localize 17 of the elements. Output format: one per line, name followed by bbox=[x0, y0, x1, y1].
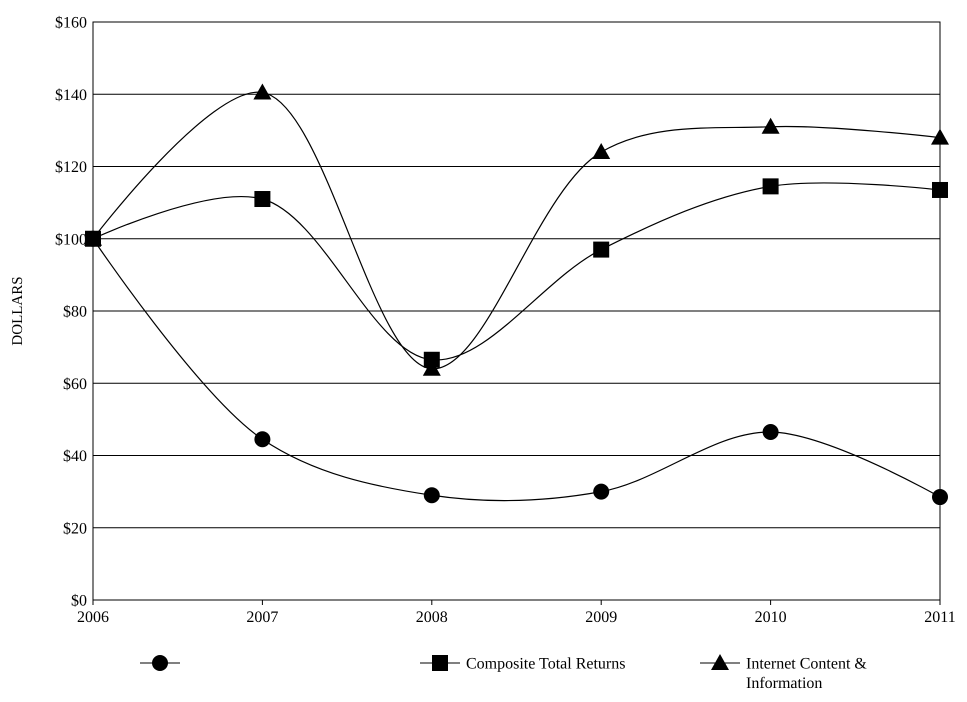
x-tick-label: 2007 bbox=[246, 609, 278, 626]
y-tick-label: $60 bbox=[63, 376, 87, 393]
x-tick-label: 2011 bbox=[924, 609, 956, 626]
legend-label: Internet Content & Information bbox=[746, 656, 868, 692]
y-tick-label: $0 bbox=[71, 592, 87, 610]
y-tick-label: $20 bbox=[63, 520, 87, 538]
x-tick-label: 2008 bbox=[416, 609, 448, 626]
y-tick-label: $140 bbox=[55, 86, 87, 104]
y-tick-label: $160 bbox=[55, 14, 87, 32]
y-tick-label: $40 bbox=[63, 448, 87, 466]
x-tick-label: 2006 bbox=[77, 609, 109, 626]
y-tick-label: $80 bbox=[63, 304, 87, 321]
x-tick-label: 2010 bbox=[754, 609, 787, 626]
y-tick-label: $120 bbox=[55, 159, 87, 176]
x-tick-label: 2009 bbox=[585, 609, 618, 626]
y-axis-title: DOLLARS bbox=[10, 276, 26, 346]
legend-label: Composite Total Returns bbox=[466, 656, 626, 673]
